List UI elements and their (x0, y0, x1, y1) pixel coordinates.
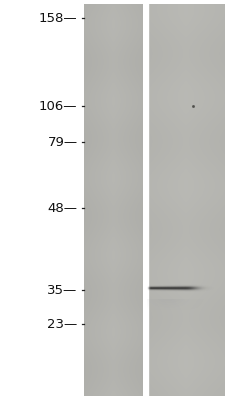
Text: 23—: 23— (47, 318, 77, 330)
Text: 158—: 158— (39, 12, 77, 24)
Text: 48—: 48— (47, 202, 77, 214)
Text: 106—: 106— (39, 100, 77, 112)
Text: 79—: 79— (47, 136, 77, 148)
Text: 35—: 35— (47, 284, 77, 296)
